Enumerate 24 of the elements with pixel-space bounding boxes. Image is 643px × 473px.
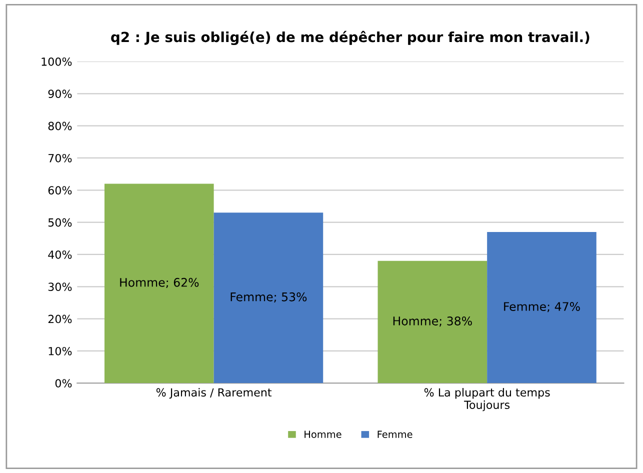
legend-label: Femme bbox=[378, 430, 412, 438]
legend-label: Homme bbox=[304, 430, 342, 438]
y-tick-label: 60% bbox=[48, 186, 72, 195]
bar bbox=[214, 212, 324, 384]
y-tick-label: 20% bbox=[48, 314, 72, 324]
chart-title: q2 : Je suis obligé(e) de me dépêcher pour faire mon travail.) bbox=[111, 30, 590, 46]
y-tick-label: 70% bbox=[48, 154, 72, 162]
data-label: Homme; 62% bbox=[120, 278, 199, 288]
bar bbox=[104, 184, 214, 384]
y-tick-label: 90% bbox=[48, 90, 72, 98]
data-label: Femme; 53% bbox=[230, 292, 307, 303]
data-label: Femme; 47% bbox=[504, 302, 580, 312]
data-label: Homme; 38% bbox=[393, 316, 472, 327]
y-tick-label: 10% bbox=[48, 346, 72, 356]
y-tick-label: 80% bbox=[48, 122, 72, 130]
y-tick-label: 0% bbox=[55, 379, 72, 388]
x-tick-label: % La plupart du temps Toujours bbox=[424, 388, 550, 412]
y-tick-label: 40% bbox=[48, 250, 72, 259]
bar bbox=[378, 260, 488, 384]
y-tick-label: 30% bbox=[48, 282, 72, 292]
x-tick-label: % Jamais / Rarement bbox=[156, 388, 272, 399]
bar bbox=[487, 232, 596, 384]
y-tick-label: 100% bbox=[42, 57, 72, 66]
y-tick-label: 50% bbox=[48, 218, 72, 227]
